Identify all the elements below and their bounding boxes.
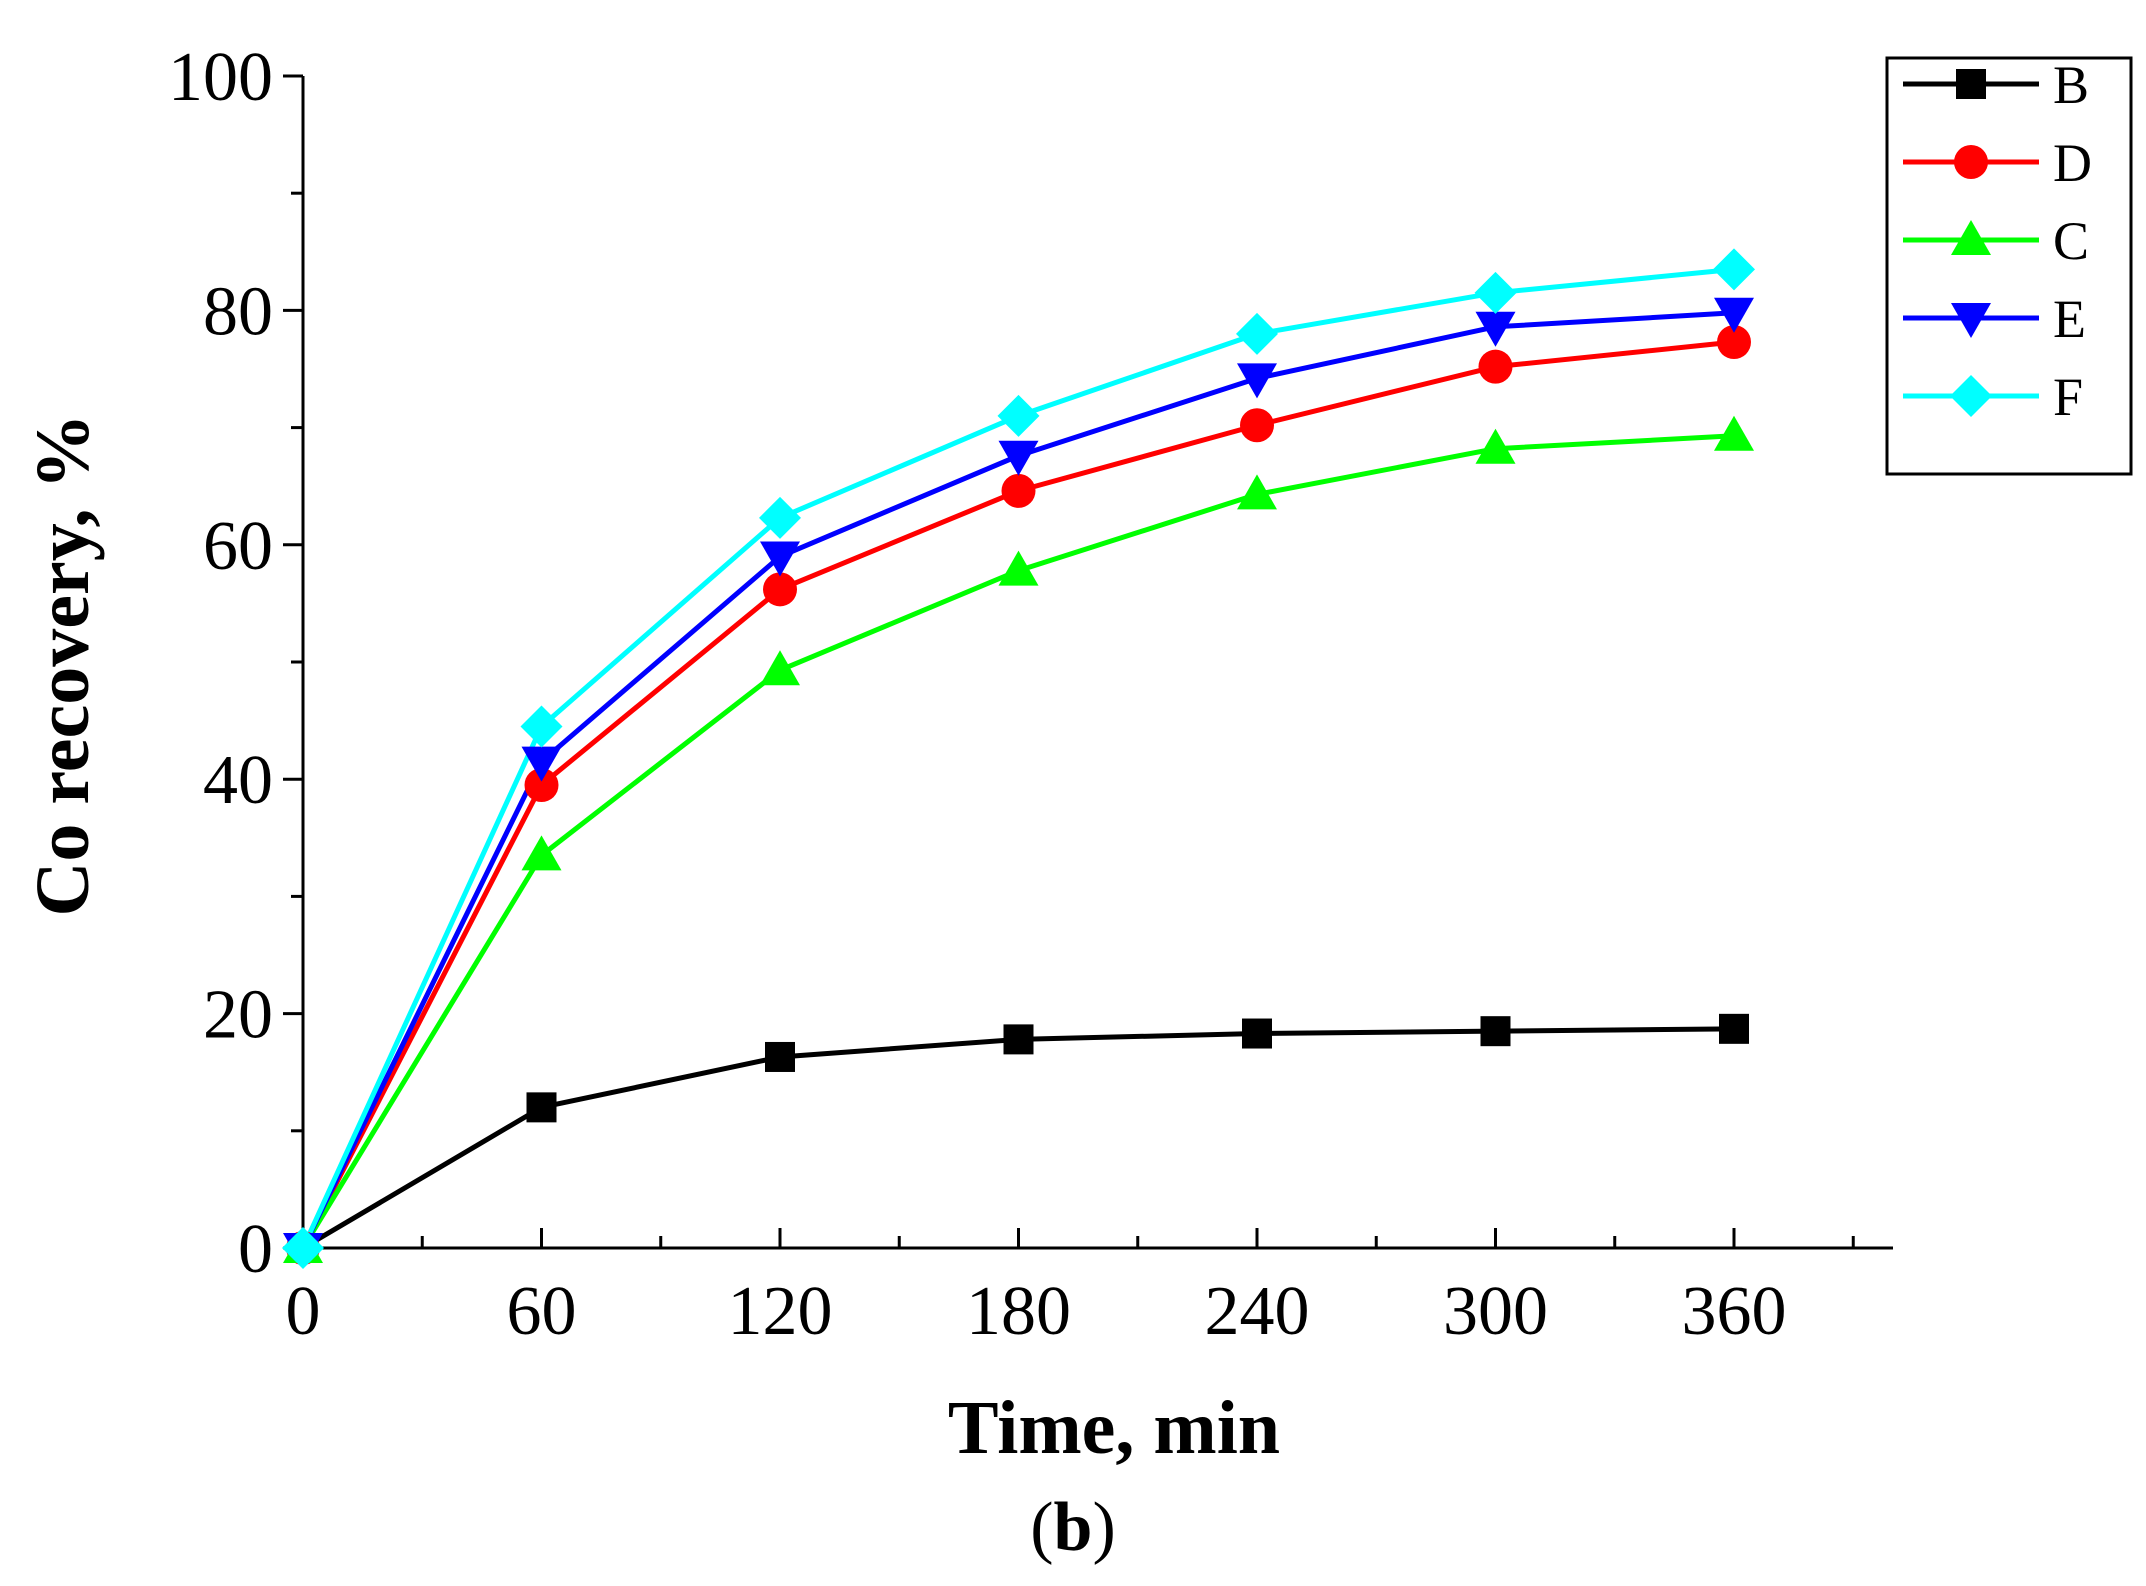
data-point-F (997, 394, 1040, 437)
data-point-E (998, 440, 1039, 476)
data-point-E (1475, 311, 1516, 347)
data-point-E (521, 746, 562, 782)
data-point-F (1713, 248, 1755, 291)
data-point-C (1475, 428, 1516, 464)
x-axis-title: Time, min (948, 1386, 1280, 1470)
data-point-D (524, 768, 559, 803)
legend-marker (1951, 303, 1991, 338)
x-tick-label: 120 (728, 1273, 833, 1350)
data-point-F (1474, 271, 1517, 314)
x-tick-label: 360 (1682, 1273, 1787, 1350)
caption-open-paren: ( (1030, 1489, 1053, 1566)
legend-label: F (2053, 367, 2083, 427)
legend-marker (1950, 375, 1992, 417)
data-point-D (763, 572, 797, 607)
x-tick-label: 0 (286, 1273, 321, 1350)
legend-box (1885, 56, 2133, 476)
data-point-F (282, 1227, 324, 1269)
legend-marker (1951, 220, 1991, 255)
data-point-D (1001, 473, 1036, 508)
caption-close-paren: ) (1092, 1489, 1115, 1566)
data-point-F (520, 705, 563, 748)
data-point-B (1003, 1024, 1034, 1055)
data-point-B (1719, 1013, 1749, 1044)
legend-marker (1956, 69, 1986, 99)
data-point-D (1478, 349, 1513, 384)
data-point-E (760, 541, 800, 577)
legend-label: B (2053, 55, 2089, 115)
x-tick-label: 240 (1205, 1273, 1310, 1350)
axes (301, 76, 1893, 1250)
data-point-C (521, 835, 562, 871)
y-tick-label: 20 (203, 977, 273, 1054)
data-point-F (759, 496, 801, 539)
x-tick-label: 180 (966, 1273, 1071, 1350)
data-point-F (1236, 312, 1278, 355)
y-axis-title: Co recovery, % (21, 414, 105, 917)
data-point-D (1717, 325, 1751, 360)
axis-ticks: 0 60 120 180 240 300 360 0 20 40 60 80 100 (168, 39, 1855, 1350)
caption-letter: b (1054, 1489, 1093, 1566)
data-point-B (526, 1092, 557, 1123)
series-line-B (301, 1026, 1735, 1251)
legend-label: D (2053, 133, 2092, 193)
x-tick-label: 300 (1443, 1273, 1548, 1350)
figure-caption: (b) (1030, 1489, 1116, 1566)
legend-entry-F: F (1903, 367, 2083, 427)
y-tick-label: 100 (168, 39, 273, 116)
data-point-E (1714, 297, 1754, 333)
legend-entry-E: E (1903, 289, 2086, 349)
data-point-D (1240, 408, 1274, 443)
series-layer (282, 248, 1755, 1269)
x-tick-label: 60 (507, 1273, 577, 1350)
legend-label: E (2053, 289, 2086, 349)
legend-entry-D: D (1903, 133, 2092, 193)
y-tick-label: 80 (203, 273, 273, 350)
data-point-C (1714, 415, 1754, 451)
data-point-B (765, 1041, 795, 1072)
y-tick-label: 60 (203, 508, 273, 585)
y-tick-label: 0 (238, 1211, 273, 1288)
series-markers (282, 248, 1755, 1269)
legend-entry-B: B (1903, 55, 2089, 115)
y-tick-label: 40 (203, 742, 273, 819)
data-point-B (1480, 1016, 1511, 1047)
data-point-C (760, 650, 800, 686)
data-point-B (1242, 1018, 1272, 1049)
legend-marker (1954, 145, 1988, 179)
legend-label: C (2053, 211, 2089, 271)
data-point-E (1237, 363, 1277, 399)
data-point-C (1237, 474, 1277, 510)
legend-entry-C: C (1903, 211, 2089, 271)
data-point-C (998, 550, 1039, 586)
